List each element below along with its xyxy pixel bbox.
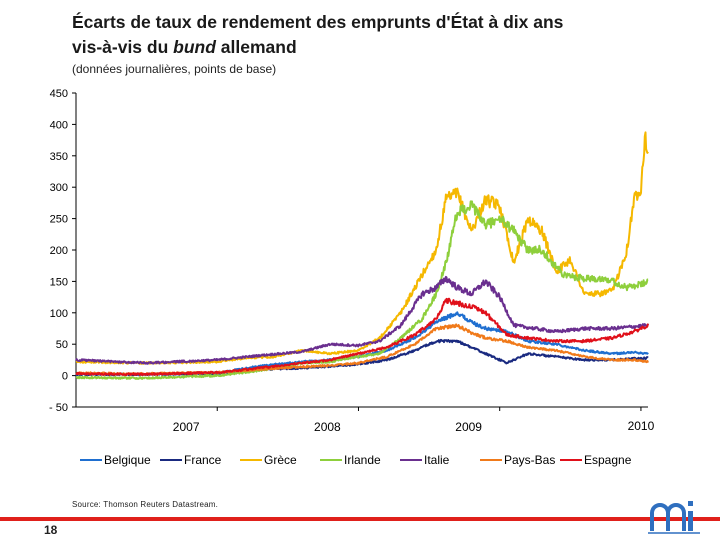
legend-item-espagne: Espagne	[560, 453, 631, 467]
legend-label: Belgique	[104, 453, 151, 467]
legend-label: Espagne	[584, 453, 632, 467]
source-note: Source: Thomson Reuters Datastream.	[72, 500, 219, 509]
series-line-irlande	[75, 200, 649, 380]
y-tick-label: - 50	[49, 402, 68, 414]
legend-swatch	[240, 459, 262, 461]
title-line-2-prefix: vis-à-vis du	[72, 37, 174, 57]
y-tick-label: 0	[62, 371, 68, 383]
y-tick-label: 350	[50, 151, 68, 163]
y-tick-label: 300	[50, 182, 68, 194]
legend-label: France	[184, 453, 222, 467]
legend-item-grece: Grèce	[240, 453, 297, 467]
series-line-italie	[75, 275, 649, 365]
x-tick-label: 2008	[314, 420, 341, 434]
x-tick-label: 2007	[173, 420, 200, 434]
legend-label: Grèce	[264, 453, 297, 467]
chart-legend: Belgique France Grèce Irlande Italie Pays-Bas…	[80, 453, 640, 469]
y-tick-label: 150	[50, 276, 68, 288]
legend-label: Irlande	[344, 453, 381, 467]
legend-item-irlande: Irlande	[320, 453, 381, 467]
institution-logo-icon	[648, 501, 700, 534]
y-tick-label: 450	[50, 88, 68, 100]
legend-item-france: France	[160, 453, 221, 467]
legend-label: Pays-Bas	[504, 453, 556, 467]
title-line-1: Écarts de taux de rendement des emprunts…	[72, 12, 564, 32]
legend-swatch	[480, 459, 502, 461]
legend-swatch	[320, 459, 342, 461]
y-tick-label: 50	[56, 339, 68, 351]
y-tick-label: 100	[50, 308, 68, 320]
chart-axes: 450 400 350 300 250 200 150 100 50 0 - 50 2007 2008 2…	[49, 88, 655, 434]
y-tick-label: 250	[50, 214, 68, 226]
y-tick-label: 400	[50, 119, 68, 131]
page-number: 18	[44, 523, 58, 537]
legend-item-italie: Italie	[400, 453, 449, 467]
chart-title: Écarts de taux de rendement des emprunts…	[72, 10, 692, 60]
legend-swatch	[80, 459, 102, 461]
x-tick-label: 2010	[628, 419, 655, 433]
legend-item-pays-bas: Pays-Bas	[480, 453, 555, 467]
chart-subtitle: (données journalières, points de base)	[72, 62, 277, 76]
legend-item-belgique: Belgique	[80, 453, 151, 467]
title-line-2: vis-à-vis du bund allemand	[72, 35, 692, 60]
title-line-2-emphasis: bund	[173, 37, 216, 57]
title-line-2-suffix: allemand	[215, 37, 297, 57]
legend-swatch	[400, 459, 422, 461]
series-layer	[75, 131, 649, 380]
legend-swatch	[560, 459, 582, 461]
series-line-espagne	[75, 297, 649, 377]
x-tick-label: 2009	[455, 420, 482, 434]
y-tick-label: 200	[50, 245, 68, 257]
legend-label: Italie	[424, 453, 450, 467]
legend-swatch	[160, 459, 182, 461]
footer-bar	[0, 517, 720, 521]
